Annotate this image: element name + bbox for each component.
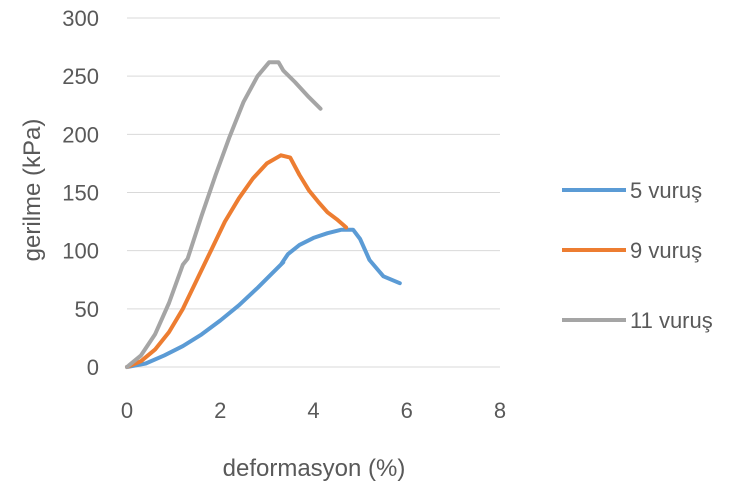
- legend-label-1: 5 vuruş: [630, 178, 702, 203]
- y-tick-label: 300: [62, 6, 99, 31]
- y-tick-label: 150: [62, 181, 99, 206]
- series-line-1: [125, 227, 402, 369]
- y-tick-label: 250: [62, 64, 99, 89]
- x-tick-label: 4: [307, 398, 319, 423]
- series-line-2: [125, 153, 349, 369]
- y-tick-label: 200: [62, 122, 99, 147]
- series-line-3: [125, 60, 323, 369]
- x-tick-label: 6: [401, 398, 413, 423]
- x-tick-label: 2: [214, 398, 226, 423]
- y-tick-label: 100: [62, 239, 99, 264]
- y-axis-title: gerilme (kPa): [19, 119, 46, 262]
- tick-labels: 0 50 100 150 200 250 300 0 2 4 6 8: [62, 6, 506, 423]
- y-tick-label: 0: [87, 355, 99, 380]
- x-axis-title: deformasyon (%): [223, 455, 406, 482]
- x-tick-label: 0: [121, 398, 133, 423]
- series-layer: [125, 60, 402, 369]
- legend: 5 vuruş 9 vuruş 11 vuruş: [562, 178, 713, 333]
- gridlines: [127, 17, 500, 368]
- x-tick-label: 8: [494, 398, 506, 423]
- legend-label-2: 9 vuruş: [630, 238, 702, 263]
- legend-label-3: 11 vuruş: [630, 308, 713, 333]
- y-tick-label: 50: [75, 297, 99, 322]
